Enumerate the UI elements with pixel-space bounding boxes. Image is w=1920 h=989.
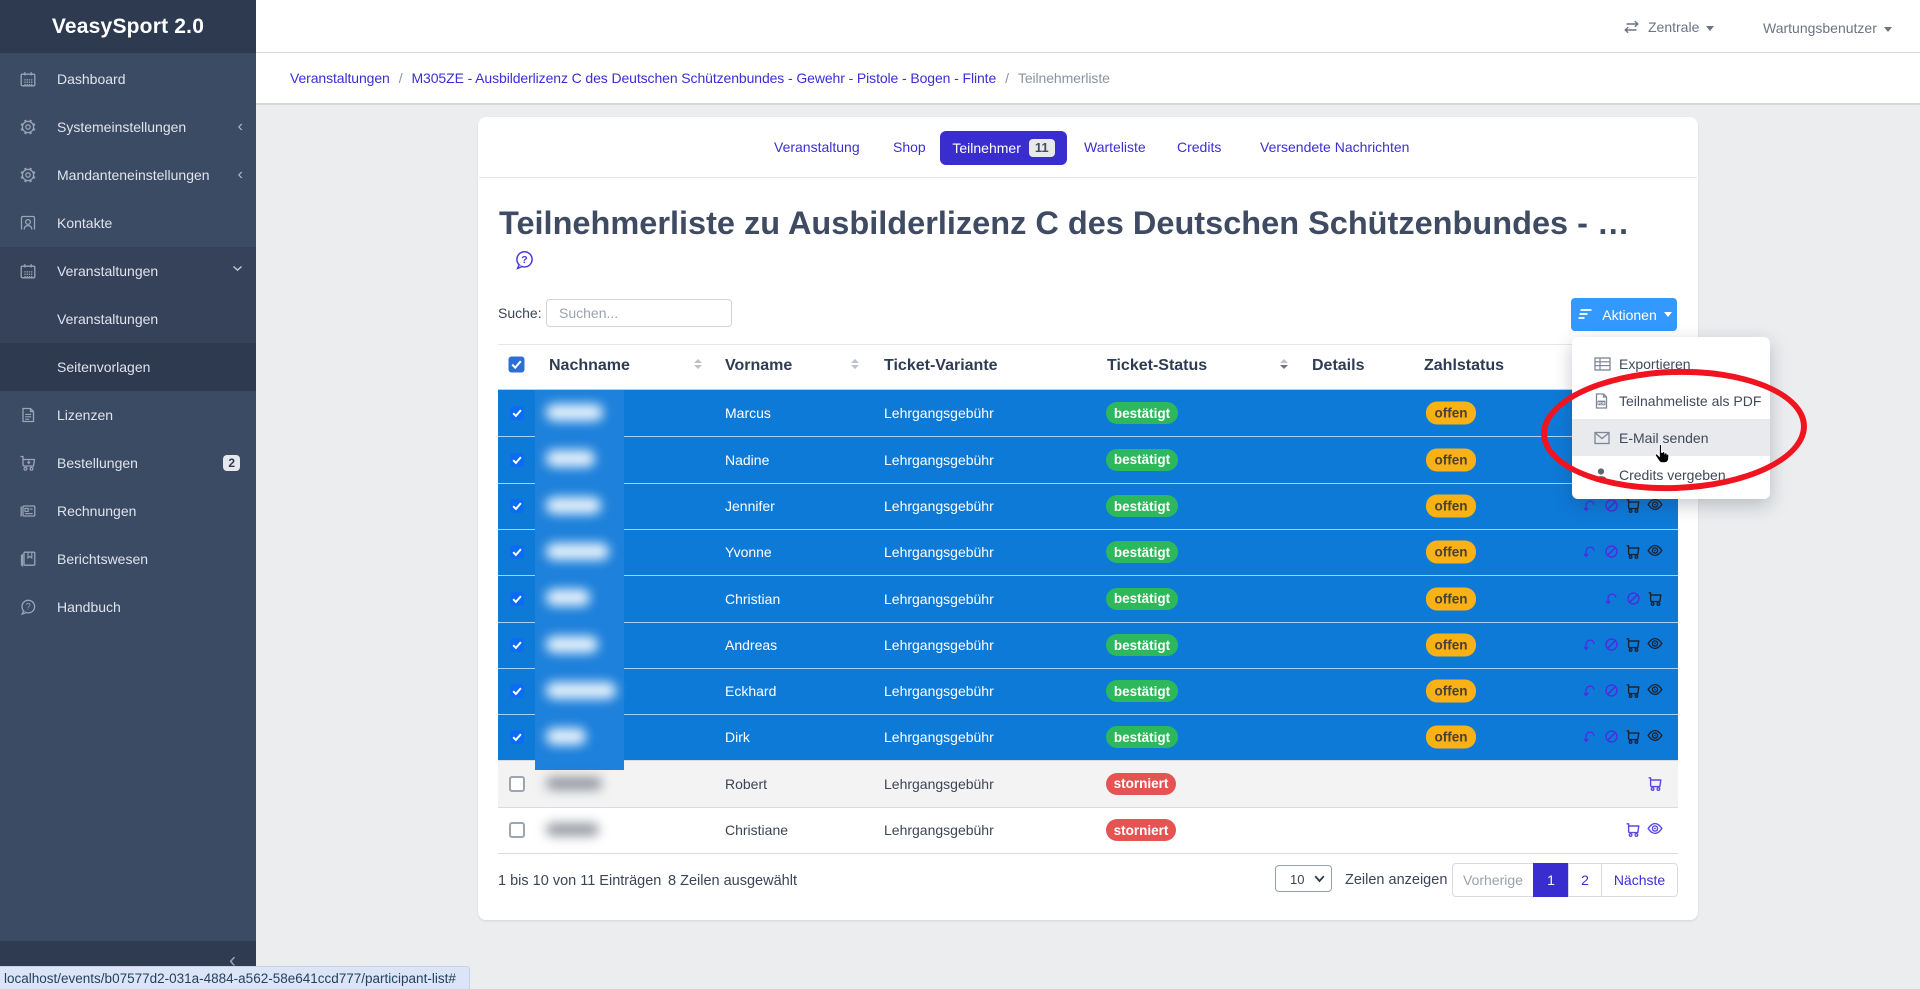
svg-text:?: ? bbox=[521, 254, 527, 266]
svg-text:?: ? bbox=[26, 602, 31, 612]
svg-text:PDF: PDF bbox=[1598, 401, 1606, 405]
